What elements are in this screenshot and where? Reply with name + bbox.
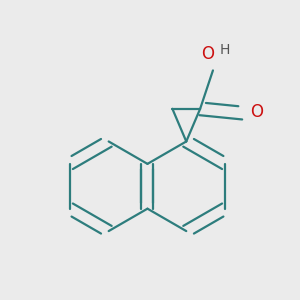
Text: O: O xyxy=(201,45,214,63)
Text: O: O xyxy=(250,103,263,121)
Text: H: H xyxy=(220,43,230,56)
